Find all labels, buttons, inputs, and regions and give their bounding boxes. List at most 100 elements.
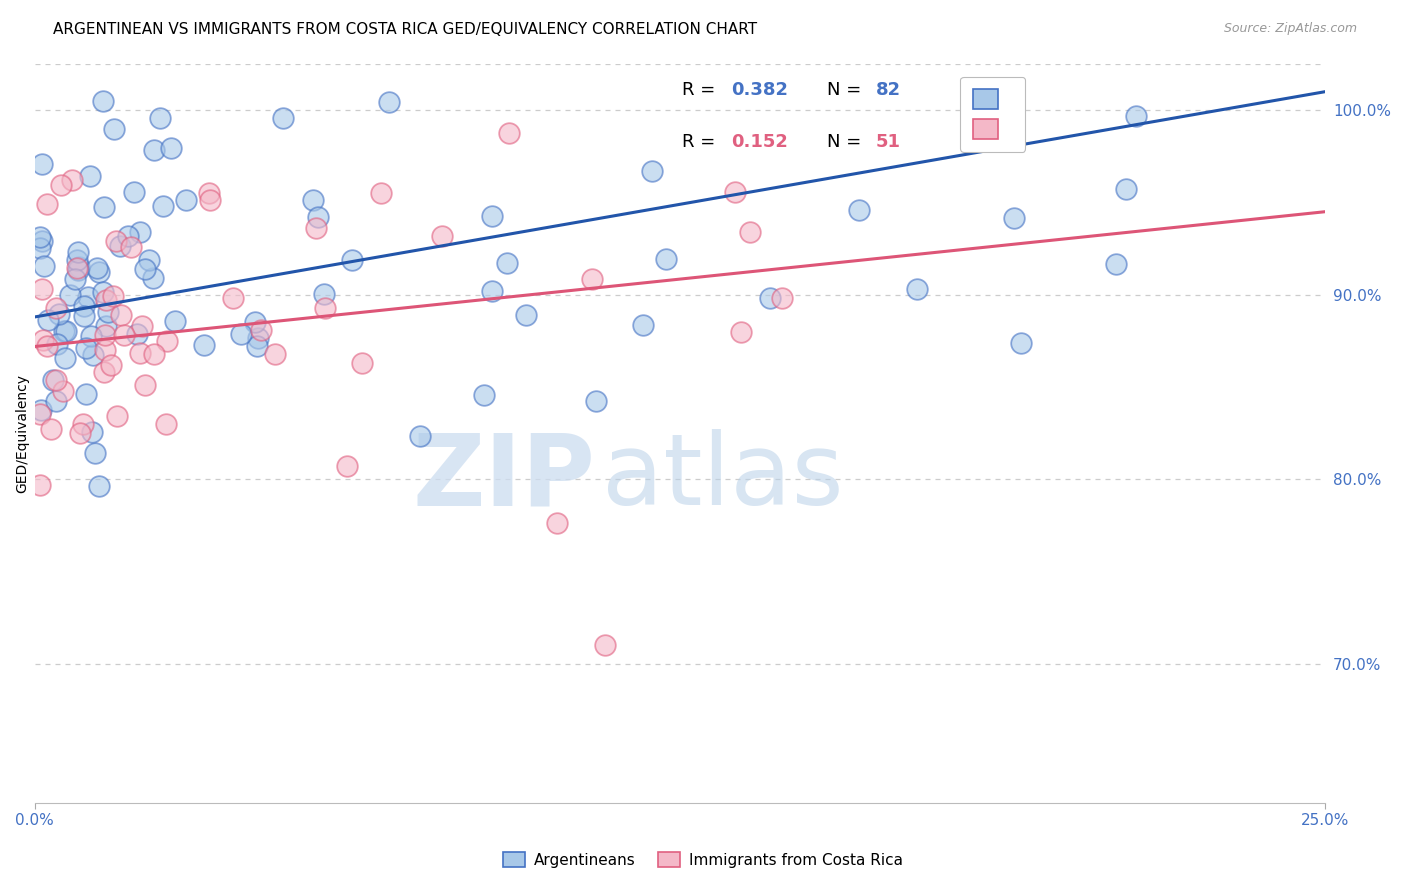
Point	[63, 272, 86, 286]
Legend:  ,  : ,	[960, 77, 1025, 152]
Text: R =: R =	[682, 81, 721, 99]
Point	[905, 282, 928, 296]
Point	[159, 141, 181, 155]
Point	[848, 202, 870, 217]
Point	[312, 287, 335, 301]
Y-axis label: GED/Equivalency: GED/Equivalency	[15, 374, 30, 492]
Point	[45, 394, 67, 409]
Point	[39, 422, 62, 436]
Point	[641, 164, 664, 178]
Point	[633, 318, 655, 332]
Text: N =: N =	[827, 133, 866, 151]
Point	[250, 322, 273, 336]
Point	[378, 95, 401, 110]
Point	[472, 387, 495, 401]
Point	[96, 293, 118, 308]
Point	[37, 313, 59, 327]
Text: ARGENTINEAN VS IMMIGRANTS FROM COSTA RICA GED/EQUIVALENCY CORRELATION CHART: ARGENTINEAN VS IMMIGRANTS FROM COSTA RIC…	[53, 22, 758, 37]
Point	[53, 351, 76, 366]
Point	[302, 193, 325, 207]
Point	[31, 234, 53, 248]
Point	[155, 417, 177, 431]
Point	[772, 291, 794, 305]
Text: 0.382: 0.382	[731, 81, 789, 99]
Point	[93, 365, 115, 379]
Point	[498, 126, 520, 140]
Text: R =: R =	[682, 133, 721, 151]
Text: atlas: atlas	[602, 429, 844, 526]
Point	[58, 288, 80, 302]
Point	[246, 331, 269, 345]
Point	[100, 359, 122, 373]
Text: Source: ZipAtlas.com: Source: ZipAtlas.com	[1223, 22, 1357, 36]
Point	[481, 209, 503, 223]
Text: 51: 51	[876, 133, 901, 151]
Point	[83, 446, 105, 460]
Point	[593, 638, 616, 652]
Point	[193, 338, 215, 352]
Point	[129, 225, 152, 239]
Point	[165, 314, 187, 328]
Point	[86, 260, 108, 275]
Text: N =: N =	[827, 81, 866, 99]
Point	[336, 458, 359, 473]
Text: ZIP: ZIP	[413, 429, 596, 526]
Point	[134, 378, 156, 392]
Text: 82: 82	[876, 81, 901, 99]
Point	[104, 235, 127, 249]
Point	[45, 336, 67, 351]
Point	[156, 334, 179, 349]
Point	[370, 186, 392, 200]
Point	[45, 301, 67, 316]
Point	[73, 309, 96, 323]
Point	[759, 291, 782, 305]
Point	[32, 259, 55, 273]
Point	[149, 111, 172, 125]
Point	[72, 417, 94, 432]
Point	[430, 229, 453, 244]
Point	[1105, 257, 1128, 271]
Point	[110, 308, 132, 322]
Point	[738, 225, 761, 239]
Point	[730, 325, 752, 339]
Point	[80, 425, 103, 440]
Point	[515, 308, 537, 322]
Point	[89, 265, 111, 279]
Point	[48, 307, 70, 321]
Point	[221, 292, 243, 306]
Point	[546, 516, 568, 530]
Point	[134, 261, 156, 276]
Point	[93, 328, 115, 343]
Point	[152, 199, 174, 213]
Point	[67, 260, 90, 274]
Point	[30, 402, 52, 417]
Point	[112, 328, 135, 343]
Point	[96, 319, 118, 334]
Point	[122, 186, 145, 200]
Legend: Argentineans, Immigrants from Costa Rica: Argentineans, Immigrants from Costa Rica	[496, 846, 910, 873]
Point	[304, 220, 326, 235]
Point	[198, 193, 221, 207]
Point	[45, 373, 67, 387]
Point	[117, 229, 139, 244]
Point	[77, 290, 100, 304]
Point	[1125, 109, 1147, 123]
Point	[352, 356, 374, 370]
Point	[138, 253, 160, 268]
Point	[73, 299, 96, 313]
Point	[42, 373, 65, 387]
Point	[105, 409, 128, 424]
Point	[142, 347, 165, 361]
Point	[481, 284, 503, 298]
Point	[127, 326, 149, 341]
Point	[75, 387, 97, 401]
Point	[108, 239, 131, 253]
Point	[97, 305, 120, 319]
Point	[264, 347, 287, 361]
Point	[724, 185, 747, 199]
Point	[1002, 211, 1025, 226]
Point	[198, 186, 221, 200]
Point	[55, 324, 77, 338]
Point	[28, 241, 51, 255]
Point	[93, 200, 115, 214]
